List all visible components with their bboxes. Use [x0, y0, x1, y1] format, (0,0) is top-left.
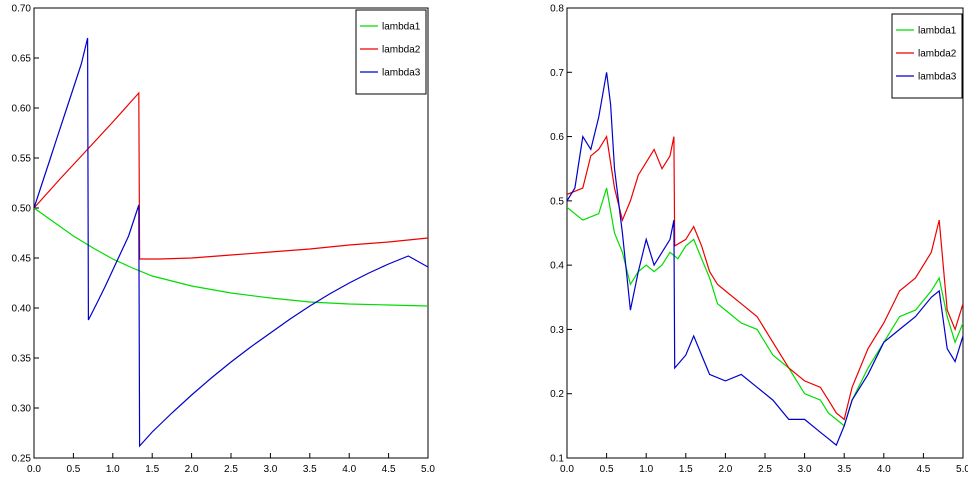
- y-tick-label: 0.50: [12, 204, 32, 215]
- legend-label: lambda1: [382, 22, 421, 33]
- x-tick-label: 1.5: [145, 464, 159, 475]
- y-tick-label: 0.45: [12, 254, 32, 265]
- y-tick-label: 0.65: [12, 54, 32, 65]
- y-tick-label: 0.4: [550, 261, 564, 272]
- y-tick-label: 0.8: [550, 4, 564, 15]
- y-tick-label: 0.3: [550, 325, 564, 336]
- x-tick-label: 0.5: [66, 464, 80, 475]
- y-tick-label: 0.35: [12, 354, 32, 365]
- legend-label: lambda3: [918, 72, 957, 83]
- legend-label: lambda2: [918, 49, 957, 60]
- x-tick-label: 3.0: [263, 464, 277, 475]
- y-tick-label: 0.2: [550, 389, 564, 400]
- legend-label: lambda2: [382, 45, 421, 56]
- x-tick-label: 1.0: [639, 464, 653, 475]
- series-line-lambda3: [34, 37, 428, 448]
- y-tick-label: 0.25: [12, 454, 32, 465]
- series-line-lambda1: [567, 187, 963, 427]
- y-tick-label: 0.70: [12, 4, 32, 15]
- y-tick-label: 0.40: [12, 304, 32, 315]
- chart-left: 0.0 0.5 1.0 1.5 2.0 2.5 3.0 3.5 4.0 4.5 5.0 0.25 0.3…: [12, 4, 436, 476]
- x-tick-label: 3.0: [798, 464, 812, 475]
- x-tick-label: 4.5: [382, 464, 396, 475]
- chart-right: 0.0 0.5 1.0 1.5 2.0 2.5 3.0 3.5 4.0 4.5 5.0 0.1 0.2 0…: [550, 4, 968, 476]
- legend-box: [355, 9, 427, 95]
- y-tick-label: 0.55: [12, 154, 32, 165]
- x-tick-label: 2.0: [185, 464, 199, 475]
- x-tick-label: 2.5: [758, 464, 772, 475]
- y-tick-label: 0.7: [550, 68, 564, 79]
- legend-label: lambda3: [382, 68, 421, 79]
- y-tick-label: 0.1: [550, 454, 564, 465]
- legend-box: [891, 13, 963, 99]
- x-tick-label: 3.5: [303, 464, 317, 475]
- legend: lambda1 lambda2 lambda3: [891, 13, 963, 99]
- x-tick-label: 5.0: [956, 464, 968, 475]
- x-tick-label: 1.0: [106, 464, 120, 475]
- x-tick-label: 0.5: [600, 464, 614, 475]
- y-tick-label: 0.60: [12, 104, 32, 115]
- series-line-lambda3: [567, 72, 963, 447]
- series-line-lambda1: [34, 207, 428, 307]
- x-tick-label: 0.0: [27, 464, 41, 475]
- x-tick-label: 0.0: [560, 464, 574, 475]
- y-tick-label: 0.30: [12, 404, 32, 415]
- x-tick-label: 3.5: [837, 464, 851, 475]
- y-tick-label: 0.6: [550, 132, 564, 143]
- x-tick-label: 4.5: [916, 464, 930, 475]
- series-line-lambda2: [567, 134, 963, 421]
- x-tick-label: 1.5: [679, 464, 693, 475]
- x-tick-label: 2.0: [718, 464, 732, 475]
- x-tick-label: 2.5: [224, 464, 238, 475]
- x-tick-label: 4.0: [877, 464, 891, 475]
- x-tick-label: 4.0: [342, 464, 356, 475]
- legend: lambda1 lambda2 lambda3: [355, 9, 427, 95]
- series-line-lambda2: [34, 91, 428, 260]
- legend-label: lambda1: [918, 26, 957, 37]
- x-tick-label: 5.0: [421, 464, 435, 475]
- y-tick-label: 0.5: [550, 196, 564, 207]
